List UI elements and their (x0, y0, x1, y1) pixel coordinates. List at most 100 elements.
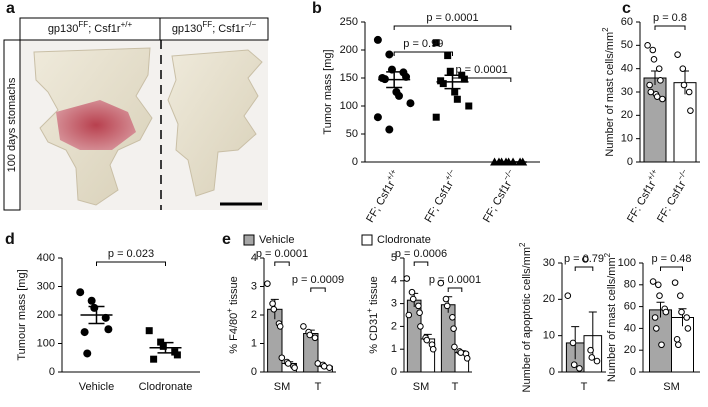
point (442, 295, 450, 303)
point (269, 300, 276, 307)
p-value-label: p = 0.0001 (429, 274, 481, 286)
bar (673, 82, 697, 163)
header-box (159, 17, 269, 41)
y-tick-label: 100 (340, 100, 358, 112)
bar (643, 77, 667, 163)
chart-panel: d 0 100 200 300 400 p = 0.023 (5, 231, 200, 378)
text: +/+ (384, 167, 398, 182)
text: % F4/80 (228, 313, 240, 354)
y-tick-label: 4 (251, 252, 257, 264)
point (684, 325, 692, 332)
point (588, 354, 596, 361)
significance-bracket (310, 287, 326, 292)
x-tick-label: FF: Csf1r−/− (652, 167, 694, 225)
text: Tumour mass [mg] (16, 269, 28, 360)
point (649, 278, 657, 285)
panel-label: d (5, 231, 15, 248)
text: −/− (245, 20, 257, 29)
text: FF; Csf1r (423, 179, 456, 225)
text: 2 (603, 252, 612, 257)
point (655, 65, 663, 72)
p-value-label: p = 0.0001 (256, 248, 308, 260)
text: FF (202, 20, 212, 29)
point (646, 81, 653, 89)
point (145, 327, 153, 335)
point (658, 341, 665, 349)
point (650, 56, 658, 63)
chart-panel: 0 20 40 60 80 100 p = 0.48 (618, 253, 700, 378)
text: FF: Csf1r (655, 179, 688, 225)
text: +/+ (121, 20, 133, 29)
point (87, 296, 96, 305)
significance-bracket (96, 261, 166, 266)
point (423, 336, 431, 344)
point (300, 323, 307, 330)
point (465, 102, 473, 110)
significance-bracket (660, 266, 683, 271)
point (449, 313, 456, 321)
point (453, 95, 461, 103)
y-axis-label: Tumour mass [mg] (16, 269, 28, 360)
point (264, 280, 271, 287)
y-tick-label: 20 (621, 109, 633, 121)
y-tick-label: 2 (391, 320, 397, 332)
point (104, 325, 113, 334)
y-tick-label: 4 (391, 275, 397, 287)
point (576, 365, 583, 372)
point (278, 354, 286, 362)
y-axis-label: Number of apoptotic cells/mm2 (518, 242, 533, 393)
y-tick-label: 150 (340, 72, 358, 84)
text: FF; Csf1r (481, 179, 514, 225)
y-tick-label: 10 (621, 133, 633, 145)
point (655, 281, 662, 289)
point (564, 292, 572, 300)
text: gp130 (172, 23, 203, 35)
point (674, 51, 681, 58)
point (657, 77, 664, 84)
y-tick-label: 300 (37, 280, 55, 292)
point (173, 351, 181, 359)
point (326, 364, 333, 372)
point (405, 311, 413, 319)
text: 2 (518, 242, 527, 247)
point (80, 328, 89, 337)
point (662, 308, 670, 316)
x-tick-label: FF; Csf1r+/− (420, 167, 462, 225)
y-tick-label: 30 (543, 257, 555, 269)
point (76, 288, 85, 297)
chart-panel: b 0 50 100 150 200 250 p = 0.0001 p = 0.99 p = 0.… (312, 0, 540, 168)
y-tick-label: 400 (37, 252, 55, 264)
y-tick-label: 10 (543, 330, 555, 342)
y-tick-label: 60 (624, 301, 636, 313)
point (677, 292, 684, 300)
point (291, 364, 298, 372)
side-label: 100 days stomachs (6, 77, 18, 172)
point (644, 42, 651, 49)
y-axis-label: Tumor mass [mg] (322, 49, 334, 134)
point (656, 292, 663, 300)
point (402, 72, 411, 81)
point (403, 275, 411, 282)
point (451, 88, 459, 96)
y-tick-label: 20 (624, 344, 636, 356)
p-value-label: p = 0.99 (403, 38, 443, 50)
significance-bracket (654, 25, 686, 30)
x-tick-label: SM (274, 381, 291, 393)
point (570, 361, 578, 369)
point (673, 336, 681, 343)
error-bar (656, 301, 665, 318)
point (385, 50, 394, 59)
point (409, 295, 417, 303)
y-tick-label: 0 (49, 366, 55, 378)
point (406, 99, 415, 108)
point (687, 107, 694, 114)
p-value-label: p = 0.8 (653, 12, 687, 24)
point (415, 302, 422, 310)
x-tick-label: Vehicle (79, 381, 114, 393)
p-value-label: p = 0.0001 (456, 64, 508, 76)
text: Tumor mass [mg] (322, 49, 334, 134)
y-tick-label: 50 (346, 128, 358, 140)
point (101, 313, 110, 322)
point (587, 346, 594, 354)
